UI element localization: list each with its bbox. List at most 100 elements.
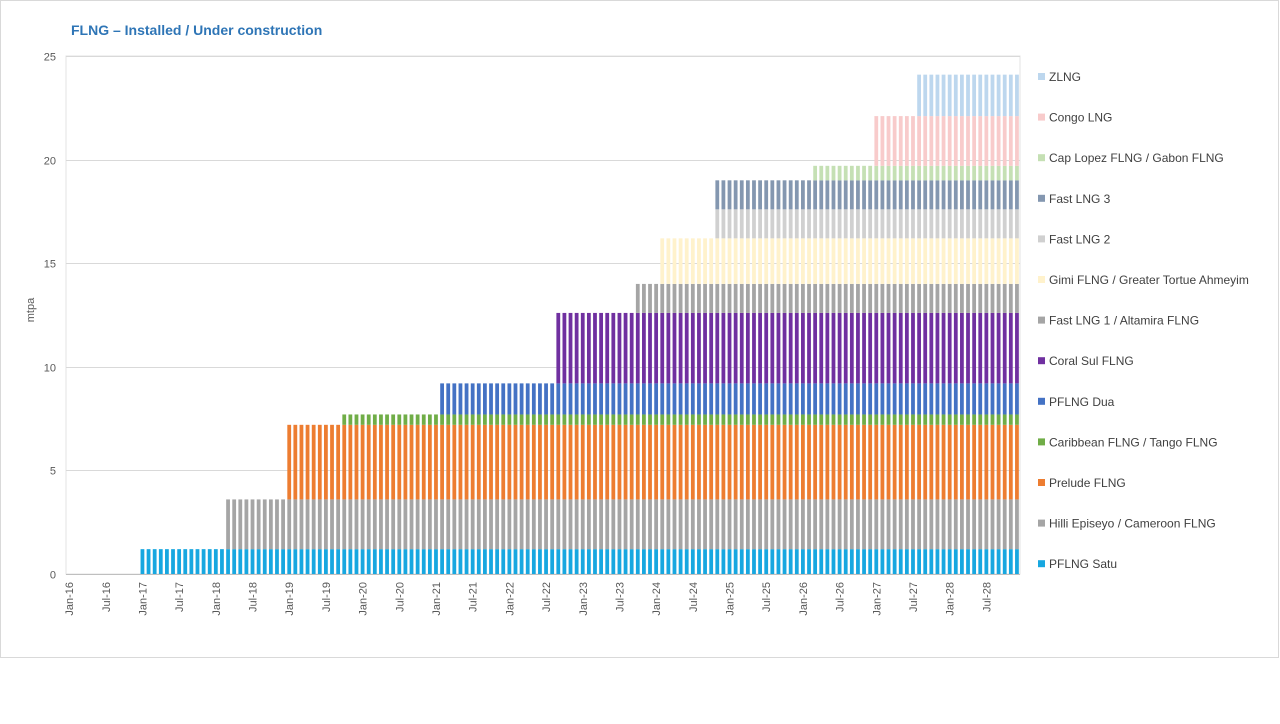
bar-segment-2 <box>366 424 371 500</box>
bar-segment-1 <box>617 499 622 550</box>
bar-segment-2 <box>892 424 897 500</box>
bar-segment-1 <box>648 499 652 550</box>
bar-segment-4 <box>697 383 701 415</box>
bar-segment-11 <box>984 116 989 166</box>
bar-segment-2 <box>642 424 646 500</box>
bar-segment-0 <box>336 549 341 574</box>
bar-segment-0 <box>709 549 714 574</box>
bar-segment-5 <box>684 312 689 384</box>
bar-segment-12 <box>947 74 952 117</box>
bar-segment-2 <box>348 424 353 500</box>
bar-segment-1 <box>538 499 542 550</box>
bar-segment-2 <box>886 424 891 500</box>
bar-segment-1 <box>476 499 481 550</box>
bar-segment-1 <box>531 499 536 550</box>
bar-segment-3 <box>458 414 463 425</box>
bar-segment-2 <box>489 424 493 500</box>
bar-segment-1 <box>825 499 830 550</box>
bar-segment-9 <box>727 180 732 210</box>
bar-segment-9 <box>764 180 769 210</box>
bar-segment-8 <box>886 209 891 239</box>
bar-segment-7 <box>684 238 689 284</box>
bar-segment-5 <box>807 312 811 384</box>
bar-segment-1 <box>599 499 603 550</box>
x-tick-label: Jul-23 <box>614 582 626 612</box>
bar-segment-2 <box>782 424 787 500</box>
bar-segment-0 <box>990 549 995 574</box>
bar-segment-8 <box>739 209 744 239</box>
bar-segment-0 <box>293 549 298 574</box>
bar-segment-1 <box>960 499 964 550</box>
bar-segment-1 <box>917 499 921 550</box>
bar-segment-8 <box>819 209 824 239</box>
bar-segment-3 <box>397 414 402 425</box>
bar-segment-8 <box>904 209 909 239</box>
bar-segment-4 <box>684 383 689 415</box>
bar-segment-4 <box>807 383 811 415</box>
bar-segment-4 <box>758 383 762 415</box>
bar-segment-5 <box>574 312 579 384</box>
bar-segment-3 <box>617 414 622 425</box>
bar-segment-8 <box>941 209 946 239</box>
bar-segment-10 <box>990 165 995 181</box>
bar-segment-11 <box>911 116 915 166</box>
bar-segment-2 <box>904 424 909 500</box>
bar-segment-9 <box>935 180 940 210</box>
bar-segment-2 <box>599 424 603 500</box>
bar-segment-7 <box>697 238 701 284</box>
bar-segment-3 <box>391 414 396 425</box>
bar-segment-1 <box>299 499 304 550</box>
bar-segment-2 <box>605 424 610 500</box>
bar-segment-12 <box>990 74 995 117</box>
bar-segment-3 <box>758 414 762 425</box>
bar-segment-0 <box>892 549 897 574</box>
bar-segment-10 <box>935 165 940 181</box>
bar-segment-5 <box>801 312 805 384</box>
bar-segment-0 <box>464 549 469 574</box>
bar-segment-6 <box>684 283 689 313</box>
bar-segment-1 <box>342 499 347 550</box>
bar-segment-6 <box>1008 283 1013 313</box>
bar-segment-3 <box>849 414 854 425</box>
bar-segment-3 <box>727 414 732 425</box>
bar-segment-0 <box>574 549 579 574</box>
bar-segment-9 <box>874 180 879 210</box>
bar-segment-2 <box>929 424 934 500</box>
bar-segment-2 <box>960 424 964 500</box>
bar-segment-0 <box>819 549 824 574</box>
bar-segment-6 <box>911 283 915 313</box>
bar-segment-1 <box>513 499 518 550</box>
bar-segment-8 <box>868 209 873 239</box>
bar-segment-0 <box>715 549 720 574</box>
bar-segment-0 <box>324 549 328 574</box>
bar-segment-1 <box>562 499 567 550</box>
bar-segment-0 <box>580 549 585 574</box>
bar-segment-2 <box>495 424 500 500</box>
bar-segment-1 <box>978 499 983 550</box>
bar-segment-2 <box>868 424 873 500</box>
bar-segment-7 <box>966 238 970 284</box>
bar-segment-1 <box>379 499 383 550</box>
bar-segment-2 <box>287 424 292 500</box>
bar-segment-4 <box>843 383 848 415</box>
bar-segment-3 <box>739 414 744 425</box>
bar-segment-5 <box>1008 312 1013 384</box>
x-tick-label: Jan-27 <box>871 582 883 616</box>
bar-segment-1 <box>715 499 720 550</box>
bar-segment-3 <box>898 414 903 425</box>
bar-segment-2 <box>752 424 756 500</box>
bar-segment-8 <box>788 209 793 239</box>
bar-segment-3 <box>960 414 964 425</box>
bar-segment-4 <box>568 383 573 415</box>
bar-segment-9 <box>953 180 958 210</box>
bar-segment-3 <box>372 414 377 425</box>
bar-segment-0 <box>226 549 230 574</box>
bar-segment-2 <box>966 424 970 500</box>
bar-segment-9 <box>849 180 854 210</box>
bar-segment-5 <box>703 312 707 384</box>
bar-segment-12 <box>923 74 928 117</box>
x-tick-label: Jul-20 <box>394 582 406 612</box>
bar-segment-2 <box>1002 424 1007 500</box>
bar-segment-5 <box>794 312 799 384</box>
bar-segment-5 <box>715 312 720 384</box>
